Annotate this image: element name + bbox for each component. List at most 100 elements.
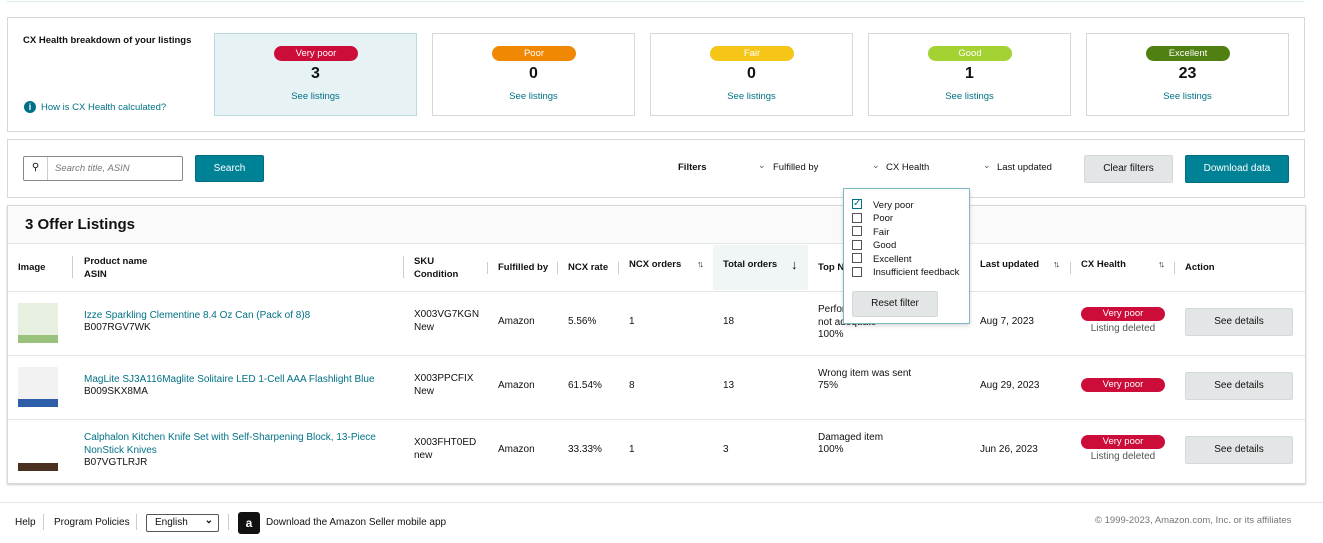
ncx-rate: 33.33% bbox=[568, 444, 602, 455]
option-label[interactable]: Excellent bbox=[873, 253, 912, 265]
sort-icon[interactable]: ↑↓ bbox=[697, 259, 704, 269]
checkbox[interactable] bbox=[852, 266, 862, 277]
reset-filter[interactable]: Reset filter bbox=[852, 291, 938, 317]
listing-status: Listing deleted bbox=[1090, 451, 1156, 462]
reason-pct: 100% bbox=[818, 329, 844, 340]
row-divider bbox=[8, 419, 1305, 420]
option-label[interactable]: Poor bbox=[873, 213, 894, 224]
cx-pill: Poor bbox=[492, 46, 576, 61]
col-ncx-rate: NCX rate bbox=[568, 262, 609, 273]
see-listings[interactable]: See listings bbox=[727, 91, 776, 102]
top-reason: Damaged item bbox=[818, 432, 884, 443]
filter-dropdown[interactable]: Last updated bbox=[997, 162, 1052, 173]
footer-sep bbox=[136, 514, 137, 530]
product-name[interactable]: Izze Sparkling Clementine 8.4 Oz Can (Pa… bbox=[84, 310, 311, 321]
see-details[interactable]: See details bbox=[1185, 436, 1293, 464]
product-image bbox=[18, 303, 58, 343]
cx-card[interactable]: Good 1 See listings bbox=[868, 33, 1071, 116]
option-label[interactable]: Good bbox=[873, 240, 897, 251]
help-link[interactable]: How is CX Health calculated? bbox=[41, 102, 167, 113]
cx-pill: Fair bbox=[710, 46, 794, 61]
info-icon: i bbox=[24, 101, 36, 113]
checkbox[interactable] bbox=[852, 239, 862, 250]
footer-sep bbox=[228, 514, 229, 530]
chevron[interactable]: ⌄ bbox=[983, 160, 991, 170]
col-divider bbox=[618, 262, 619, 274]
sort-icon[interactable]: ↓ bbox=[791, 257, 797, 272]
search-box[interactable]: ⚲ Search title, ASIN bbox=[23, 156, 183, 181]
row-divider bbox=[8, 355, 1305, 356]
cx-card[interactable]: Excellent 23 See listings bbox=[1086, 33, 1289, 116]
see-listings[interactable]: See listings bbox=[291, 91, 340, 102]
total-orders: 18 bbox=[723, 316, 735, 327]
cx-count: 1 bbox=[965, 65, 974, 82]
option-label[interactable]: Very poor bbox=[873, 199, 914, 211]
cx-badge: Very poor bbox=[1081, 378, 1165, 392]
see-listings[interactable]: See listings bbox=[509, 91, 558, 102]
ncx-orders: 8 bbox=[629, 380, 635, 391]
fulfilled-by: Amazon bbox=[498, 444, 535, 455]
top-reason: Wrong item was sent bbox=[818, 368, 912, 379]
col-asin: ASIN bbox=[84, 269, 107, 280]
app-download[interactable]: Download the Amazon Seller mobile app bbox=[266, 517, 447, 528]
download-data[interactable]: Download data bbox=[1185, 155, 1289, 183]
reason-pct: 100% bbox=[818, 444, 844, 455]
col-total-orders: Total orders bbox=[723, 259, 778, 270]
see-listings[interactable]: See listings bbox=[945, 91, 994, 102]
condition: new bbox=[414, 450, 433, 461]
product-name[interactable]: MagLite SJ3A116Maglite Solitaire LED 1-C… bbox=[84, 374, 375, 385]
last-updated: Jun 26, 2023 bbox=[980, 444, 1038, 455]
copyright: © 1999-2023, Amazon.com, Inc. or its aff… bbox=[1095, 515, 1292, 526]
col-sku: SKU bbox=[414, 256, 435, 267]
fulfilled-by: Amazon bbox=[498, 316, 535, 327]
col-divider bbox=[487, 262, 488, 274]
cx-card[interactable]: Very poor 3 See listings bbox=[214, 33, 417, 116]
product-image bbox=[18, 431, 58, 471]
see-listings[interactable]: See listings bbox=[1163, 91, 1212, 102]
language-select[interactable]: English ⌄ bbox=[146, 514, 219, 532]
last-updated: Aug 7, 2023 bbox=[980, 316, 1034, 327]
cx-card[interactable]: Poor 0 See listings bbox=[432, 33, 635, 116]
listing-status: Listing deleted bbox=[1090, 323, 1156, 334]
product-name[interactable]: Calphalon Kitchen Knife Set with Self-Sh… bbox=[84, 432, 376, 456]
checkbox[interactable] bbox=[852, 226, 862, 236]
col-last-updated: Last updated bbox=[980, 259, 1040, 270]
sort-icon[interactable]: ↑↓ bbox=[1053, 259, 1060, 269]
listings-title: 3 Offer Listings bbox=[25, 216, 136, 233]
clear-filters[interactable]: Clear filters bbox=[1084, 155, 1173, 183]
app-icon: a bbox=[238, 512, 260, 534]
checkbox[interactable] bbox=[852, 253, 862, 263]
ncx-orders: 1 bbox=[629, 316, 635, 327]
fulfilled-by: Amazon bbox=[498, 380, 535, 391]
col-divider bbox=[403, 256, 404, 278]
cx-count: 3 bbox=[311, 65, 320, 82]
footer-link[interactable]: Help bbox=[15, 517, 36, 528]
option-label[interactable]: Fair bbox=[873, 226, 890, 238]
listings-header-bar bbox=[8, 206, 1305, 244]
checkbox[interactable]: ✓ bbox=[852, 198, 862, 209]
filter-dropdown[interactable]: Fulfilled by bbox=[773, 162, 819, 173]
chevron[interactable]: ⌄ bbox=[872, 160, 880, 170]
option-label[interactable]: Insufficient feedback bbox=[873, 267, 960, 278]
footer-sep bbox=[43, 514, 44, 530]
see-details[interactable]: See details bbox=[1185, 372, 1293, 400]
sku: X003PPCFIX bbox=[414, 373, 474, 384]
ncx-rate: 5.56% bbox=[568, 316, 597, 327]
cx-pill: Excellent bbox=[1146, 46, 1230, 61]
asin: B007RGV7WK bbox=[84, 322, 151, 333]
sort-icon[interactable]: ↑↓ bbox=[1158, 259, 1165, 269]
checkbox[interactable] bbox=[852, 212, 862, 223]
sorted-col-bg bbox=[713, 245, 808, 290]
col-condition: Condition bbox=[414, 269, 459, 280]
see-details[interactable]: See details bbox=[1185, 308, 1293, 336]
condition: New bbox=[414, 386, 435, 397]
chevron[interactable]: ⌄ bbox=[758, 160, 766, 170]
cx-card[interactable]: Fair 0 See listings bbox=[650, 33, 853, 116]
cx-pill: Very poor bbox=[274, 46, 358, 61]
search-icon: ⚲ bbox=[24, 157, 48, 180]
footer-link[interactable]: Program Policies bbox=[54, 517, 130, 528]
filter-dropdown[interactable]: CX Health bbox=[886, 162, 930, 173]
search-button[interactable]: Search bbox=[195, 155, 264, 182]
col-fulfilled: Fulfilled by bbox=[498, 262, 549, 273]
col-product: Product name bbox=[84, 256, 148, 267]
